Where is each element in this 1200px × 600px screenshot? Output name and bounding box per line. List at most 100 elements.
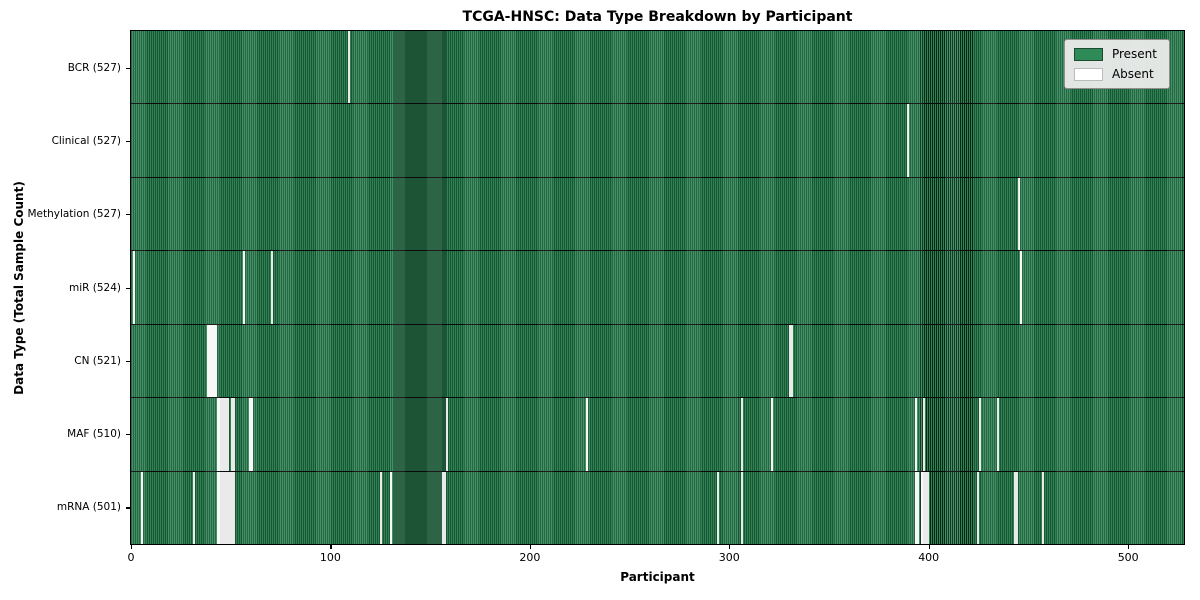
absent-stripe [446, 398, 449, 471]
absent-stripe [444, 471, 447, 544]
heatmap-row-mir [131, 251, 1184, 325]
absent-stripe [220, 471, 223, 544]
absent-stripe [270, 251, 273, 324]
absent-stripe [1042, 471, 1045, 544]
absent-stripe [248, 398, 251, 471]
x-tick [1128, 545, 1130, 549]
y-tick [126, 214, 130, 216]
absent-stripe [976, 471, 979, 544]
heatmap-row-methylation [131, 177, 1184, 252]
absent-stripe [216, 471, 219, 544]
y-tick [126, 140, 130, 143]
x-tick [729, 545, 731, 549]
absent-stripe [218, 471, 221, 544]
absent-stripe [1020, 251, 1023, 324]
heatmap-row-cn [131, 324, 1184, 399]
absent-stripe [1018, 177, 1021, 251]
absent-stripe [224, 398, 227, 471]
x-tick [330, 545, 332, 549]
absent-stripe [916, 471, 919, 544]
absent-stripe [585, 398, 588, 471]
absent-stripe [250, 398, 253, 471]
chart-title: TCGA-HNSC: Data Type Breakdown by Partic… [462, 9, 853, 25]
absent-stripe [232, 398, 235, 471]
absent-stripe [717, 471, 720, 544]
x-tick [529, 545, 532, 549]
absent-stripe [922, 471, 925, 544]
absent-stripe [771, 398, 774, 471]
absent-stripe [218, 398, 221, 471]
y-tick [126, 360, 130, 362]
heatmap-row-clinical [131, 104, 1184, 178]
legend-item-absent: Absent [1073, 67, 1157, 81]
absent-stripe [922, 398, 925, 471]
absent-stripe [228, 471, 231, 544]
y-tick [126, 67, 130, 69]
y-tick [126, 434, 130, 436]
legend: Present Absent [1063, 39, 1170, 89]
legend-absent-swatch [1073, 67, 1103, 81]
x-tick-label: 200 [519, 551, 541, 564]
absent-stripe [906, 104, 909, 177]
absent-stripe [220, 398, 223, 471]
x-tick [131, 545, 133, 549]
absent-stripe [214, 324, 217, 398]
y-tick-label-maf: MAF (510) [67, 428, 121, 441]
legend-absent-label: Absent [1111, 67, 1154, 81]
absent-stripe [208, 324, 211, 398]
absent-stripe [226, 398, 229, 471]
legend-present-swatch [1073, 47, 1103, 61]
legend-present-label: Present [1111, 47, 1157, 61]
heatmap-rows [131, 31, 1184, 544]
absent-stripe [390, 471, 393, 544]
absent-stripe [206, 324, 209, 398]
absent-stripe [791, 324, 794, 398]
legend-item-present: Present [1073, 47, 1157, 61]
y-tick [126, 507, 130, 509]
absent-stripe [380, 471, 383, 544]
absent-stripe [789, 324, 792, 398]
absent-stripe [442, 471, 445, 544]
absent-stripe [348, 31, 351, 104]
y-tick-label-clinical: Clinical (527) [51, 134, 121, 147]
absent-stripe [926, 471, 929, 544]
absent-stripe [222, 398, 225, 471]
absent-stripe [230, 398, 233, 471]
x-tick-label: 500 [1117, 551, 1139, 564]
absent-stripe [978, 398, 981, 471]
x-axis: 0 100 200 300 400 500 [128, 545, 1185, 575]
absent-stripe [996, 398, 999, 471]
y-tick-label-methylation: Methylation (527) [27, 208, 121, 221]
y-tick-label-mrna: mRNA (501) [56, 501, 121, 514]
absent-stripe [914, 398, 917, 471]
plot-area: Present Absent [130, 30, 1185, 545]
absent-stripe [1016, 471, 1019, 544]
heatmap-row-mrna [131, 471, 1184, 544]
absent-stripe [224, 471, 227, 544]
absent-stripe [212, 324, 215, 398]
absent-stripe [1014, 471, 1017, 544]
absent-stripe [192, 471, 195, 544]
absent-stripe [924, 471, 927, 544]
absent-stripe [210, 324, 213, 398]
absent-stripe [216, 398, 219, 471]
x-tick-label: 100 [319, 551, 341, 564]
absent-stripe [230, 471, 233, 544]
x-tick-label: 300 [718, 551, 740, 564]
heatmap-row-bcr [131, 31, 1184, 105]
y-tick-label-mir: miR (524) [68, 281, 121, 294]
x-axis-label: Participant [620, 570, 695, 584]
absent-stripe [242, 251, 245, 324]
absent-stripe [920, 471, 923, 544]
absent-stripe [232, 471, 235, 544]
absent-stripe [226, 471, 229, 544]
y-axis: BCR (527) Clinical (527) Methylation (527)… [0, 30, 130, 545]
absent-stripe [741, 398, 744, 471]
absent-stripe [132, 251, 135, 324]
y-tick-label-bcr: BCR (527) [67, 61, 121, 74]
y-tick [126, 287, 130, 289]
x-tick-label: 400 [918, 551, 940, 564]
x-tick [928, 545, 930, 549]
absent-stripe [741, 471, 744, 544]
